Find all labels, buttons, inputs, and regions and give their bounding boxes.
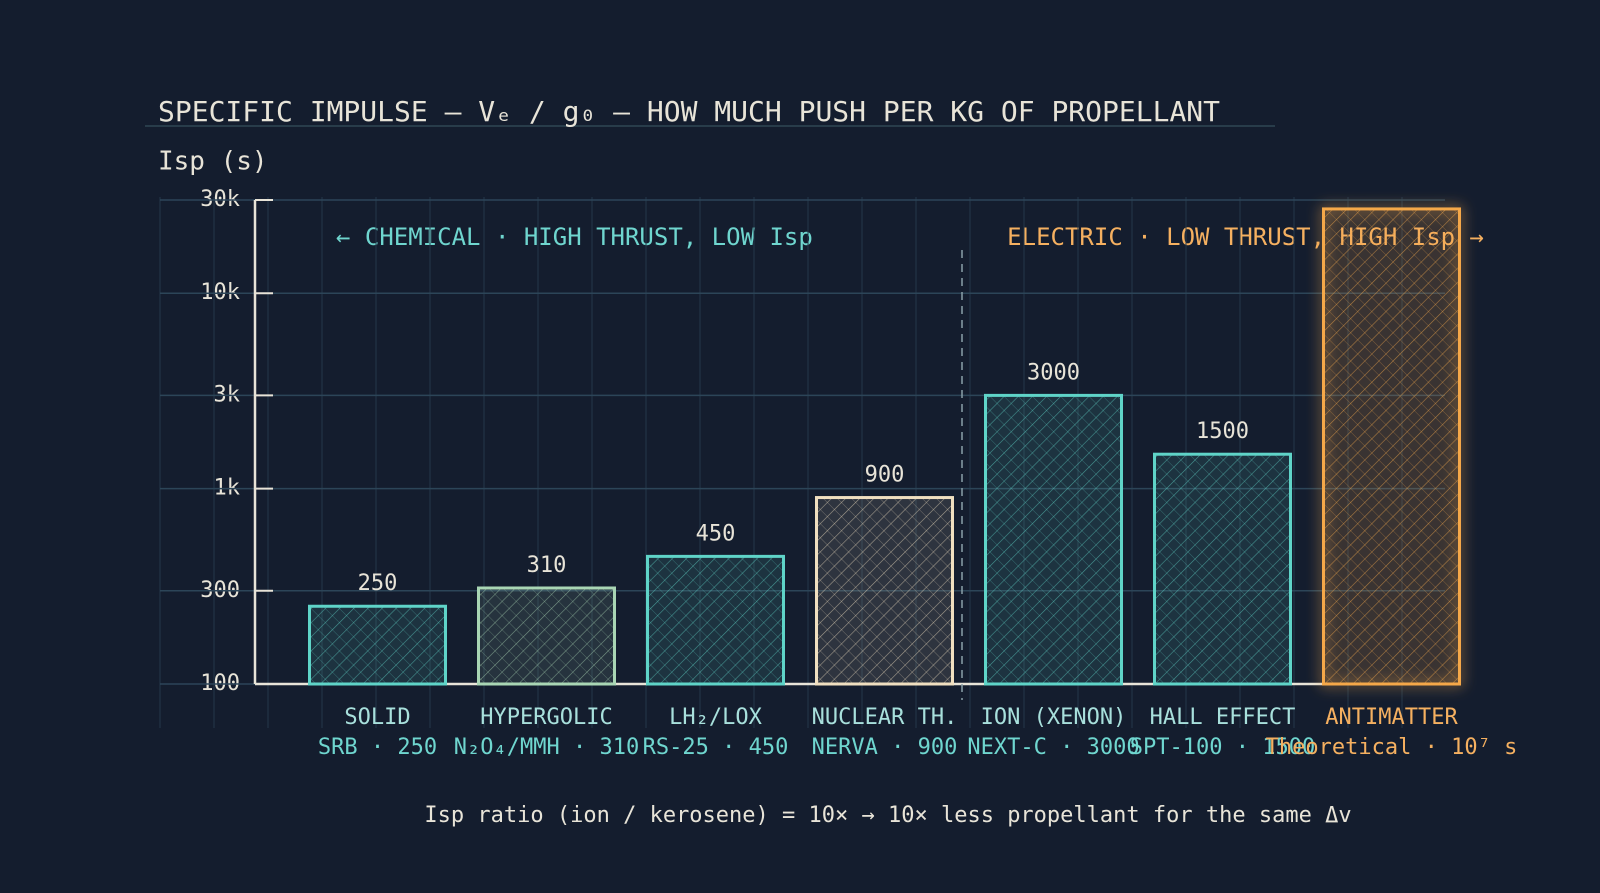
bar: [646, 554, 785, 686]
bar: [984, 393, 1123, 686]
value-label: 3000: [1027, 360, 1080, 385]
x-sublabel: N₂O₄/MMH · 310: [454, 735, 639, 760]
x-tick-label: NUCLEAR TH.: [812, 705, 958, 730]
x-tick-label: HALL EFFECT: [1150, 705, 1296, 730]
x-tick-label: SOLID: [344, 705, 410, 730]
x-sublabel: NEXT-C · 3000: [967, 735, 1139, 760]
x-tick-label: HYPERGOLIC: [480, 705, 612, 730]
bar: [1153, 452, 1292, 686]
footnote: Isp ratio (ion / kerosene) = 10× → 10× l…: [424, 803, 1351, 828]
value-label: 900: [865, 463, 905, 488]
y-axis-label: Isp (s): [158, 147, 268, 177]
annotation: ← CHEMICAL · HIGH THRUST, LOW Isp: [336, 223, 813, 251]
x-tick-label: LH₂/LOX: [669, 705, 762, 730]
chart-title: SPECIFIC IMPULSE — Vₑ / g₀ — HOW MUCH PU…: [158, 95, 1220, 128]
x-tick-label: ANTIMATTER: [1325, 705, 1458, 730]
value-label: 1500: [1196, 419, 1249, 444]
value-label: 250: [358, 571, 398, 596]
bar: [477, 586, 616, 686]
bar: [1322, 207, 1461, 686]
bar: [815, 496, 954, 686]
x-sublabel: NERVA · 900: [812, 735, 958, 760]
x-sublabel: SPT-100 · 1500: [1130, 735, 1315, 760]
x-tick-label: ION (XENON): [981, 705, 1127, 730]
x-sublabel: RS-25 · 450: [643, 735, 789, 760]
x-sublabel: Theoretical · 10⁷ s: [1266, 735, 1518, 760]
x-sublabel: SRB · 250: [318, 735, 437, 760]
bar: [308, 604, 447, 686]
value-label: 310: [527, 553, 567, 578]
value-label: 450: [696, 521, 736, 546]
